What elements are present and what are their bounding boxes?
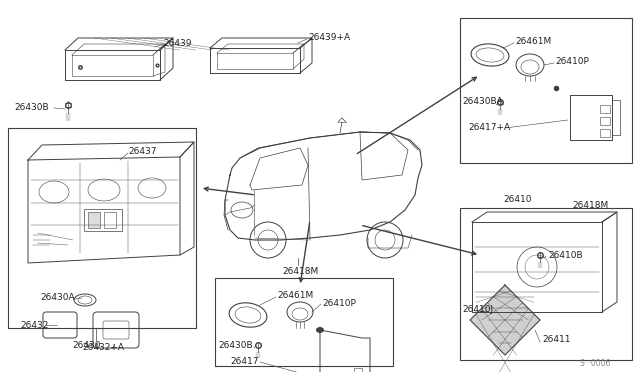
Text: 26430A: 26430A bbox=[40, 294, 75, 302]
Bar bbox=[354, 368, 362, 372]
Text: 26418M: 26418M bbox=[572, 201, 608, 209]
Text: S···0006: S···0006 bbox=[580, 359, 611, 368]
Text: 26430: 26430 bbox=[72, 340, 100, 350]
Bar bbox=[600, 105, 610, 113]
Bar bbox=[460, 18, 632, 163]
Bar bbox=[8, 128, 196, 328]
Text: 26417: 26417 bbox=[230, 357, 259, 366]
Text: 26410B: 26410B bbox=[548, 250, 582, 260]
Text: 26410: 26410 bbox=[503, 196, 531, 205]
Text: 26411: 26411 bbox=[542, 336, 570, 344]
Text: 26410P: 26410P bbox=[322, 298, 356, 308]
Text: 26418M: 26418M bbox=[282, 267, 318, 276]
Bar bbox=[460, 208, 632, 360]
Polygon shape bbox=[470, 285, 540, 355]
Bar bbox=[104, 212, 116, 228]
Text: 26439: 26439 bbox=[163, 39, 191, 48]
Bar bbox=[88, 212, 100, 228]
Text: 26461M: 26461M bbox=[515, 38, 551, 46]
Bar bbox=[215, 278, 393, 366]
Text: 26430BA: 26430BA bbox=[462, 97, 503, 106]
Text: 26437: 26437 bbox=[128, 148, 157, 157]
Text: 26461M: 26461M bbox=[277, 292, 313, 301]
Bar bbox=[84, 209, 122, 231]
Text: 26417+A: 26417+A bbox=[468, 124, 510, 132]
Text: 26410P: 26410P bbox=[555, 58, 589, 67]
Text: 26439+A: 26439+A bbox=[308, 33, 350, 42]
Text: 26430B: 26430B bbox=[218, 340, 253, 350]
Text: 26432+A: 26432+A bbox=[82, 343, 124, 353]
Text: 26432: 26432 bbox=[20, 321, 49, 330]
Bar bbox=[600, 129, 610, 137]
Bar bbox=[600, 117, 610, 125]
Text: 26430B: 26430B bbox=[14, 103, 49, 112]
Ellipse shape bbox=[316, 327, 324, 333]
Text: 26410J: 26410J bbox=[462, 305, 493, 314]
